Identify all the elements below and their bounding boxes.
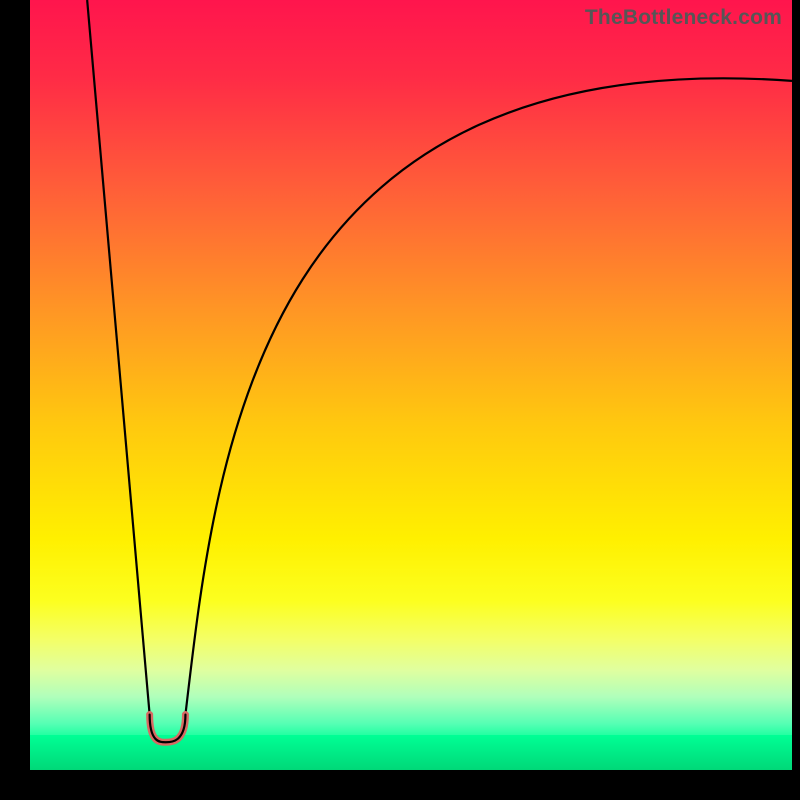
chart-frame: TheBottleneck.com bbox=[0, 0, 800, 800]
curve-left-branch bbox=[87, 0, 149, 715]
bottleneck-curve bbox=[30, 0, 792, 770]
curve-minimum-line bbox=[150, 715, 186, 743]
frame-border-left bbox=[0, 0, 30, 800]
curve-right-branch bbox=[185, 78, 792, 714]
frame-border-bottom bbox=[0, 770, 800, 800]
frame-border-right bbox=[792, 0, 800, 800]
watermark-text: TheBottleneck.com bbox=[585, 6, 782, 30]
